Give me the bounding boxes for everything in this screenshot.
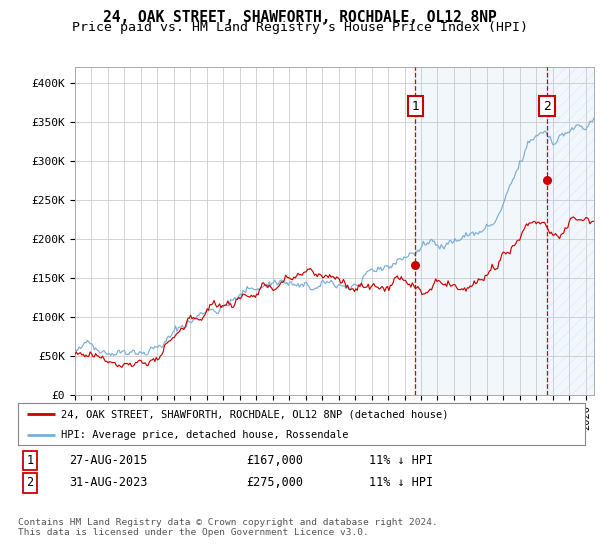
Text: 24, OAK STREET, SHAWFORTH, ROCHDALE, OL12 8NP: 24, OAK STREET, SHAWFORTH, ROCHDALE, OL1… — [103, 10, 497, 25]
Text: £275,000: £275,000 — [246, 476, 303, 489]
Text: 2: 2 — [543, 100, 551, 113]
Text: £167,000: £167,000 — [246, 454, 303, 467]
Text: 1: 1 — [411, 100, 419, 113]
Text: 31-AUG-2023: 31-AUG-2023 — [69, 476, 148, 489]
Text: Contains HM Land Registry data © Crown copyright and database right 2024.
This d: Contains HM Land Registry data © Crown c… — [18, 518, 438, 538]
Text: 1: 1 — [26, 454, 34, 467]
Bar — [415, 67, 547, 395]
Text: 11% ↓ HPI: 11% ↓ HPI — [369, 476, 433, 489]
Point — [542, 176, 552, 185]
Text: HPI: Average price, detached house, Rossendale: HPI: Average price, detached house, Ross… — [61, 430, 348, 440]
Text: 27-AUG-2015: 27-AUG-2015 — [69, 454, 148, 467]
Text: 11% ↓ HPI: 11% ↓ HPI — [369, 454, 433, 467]
Text: Price paid vs. HM Land Registry's House Price Index (HPI): Price paid vs. HM Land Registry's House … — [72, 21, 528, 34]
Text: 2: 2 — [26, 476, 34, 489]
Point — [410, 260, 420, 269]
Bar — [547, 67, 600, 395]
Text: 24, OAK STREET, SHAWFORTH, ROCHDALE, OL12 8NP (detached house): 24, OAK STREET, SHAWFORTH, ROCHDALE, OL1… — [61, 409, 448, 419]
